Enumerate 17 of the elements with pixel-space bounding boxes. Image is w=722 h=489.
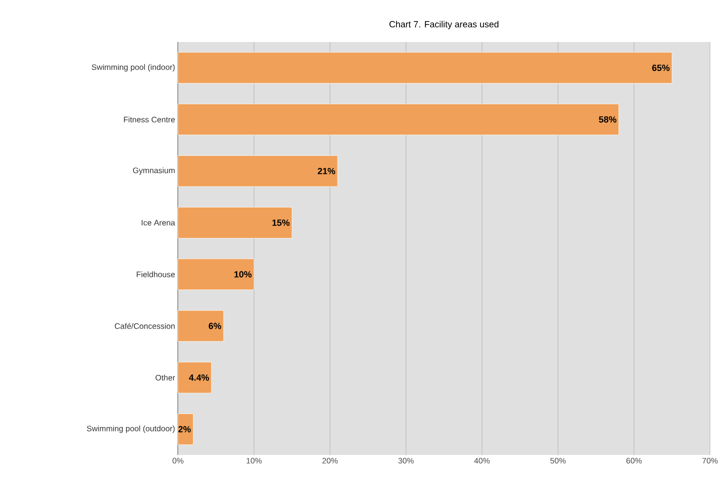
- data-label: 58%: [598, 116, 616, 123]
- chart-title: Chart 7. Facility areas used: [389, 20, 498, 30]
- bar: [178, 258, 254, 290]
- bar: [178, 52, 672, 84]
- bar: [178, 310, 224, 342]
- data-label: 10%: [234, 271, 252, 278]
- bar: [178, 362, 212, 394]
- bar: [178, 155, 338, 187]
- bar: [178, 414, 194, 445]
- data-label: 21%: [318, 168, 336, 174]
- data-label: 65%: [652, 64, 670, 72]
- bar: [178, 207, 292, 238]
- data-label: 15%: [272, 220, 290, 226]
- data-label: 2%: [178, 426, 191, 432]
- data-label: 4.4%: [188, 374, 210, 381]
- data-label: 6%: [208, 322, 222, 330]
- bar: [178, 104, 620, 136]
